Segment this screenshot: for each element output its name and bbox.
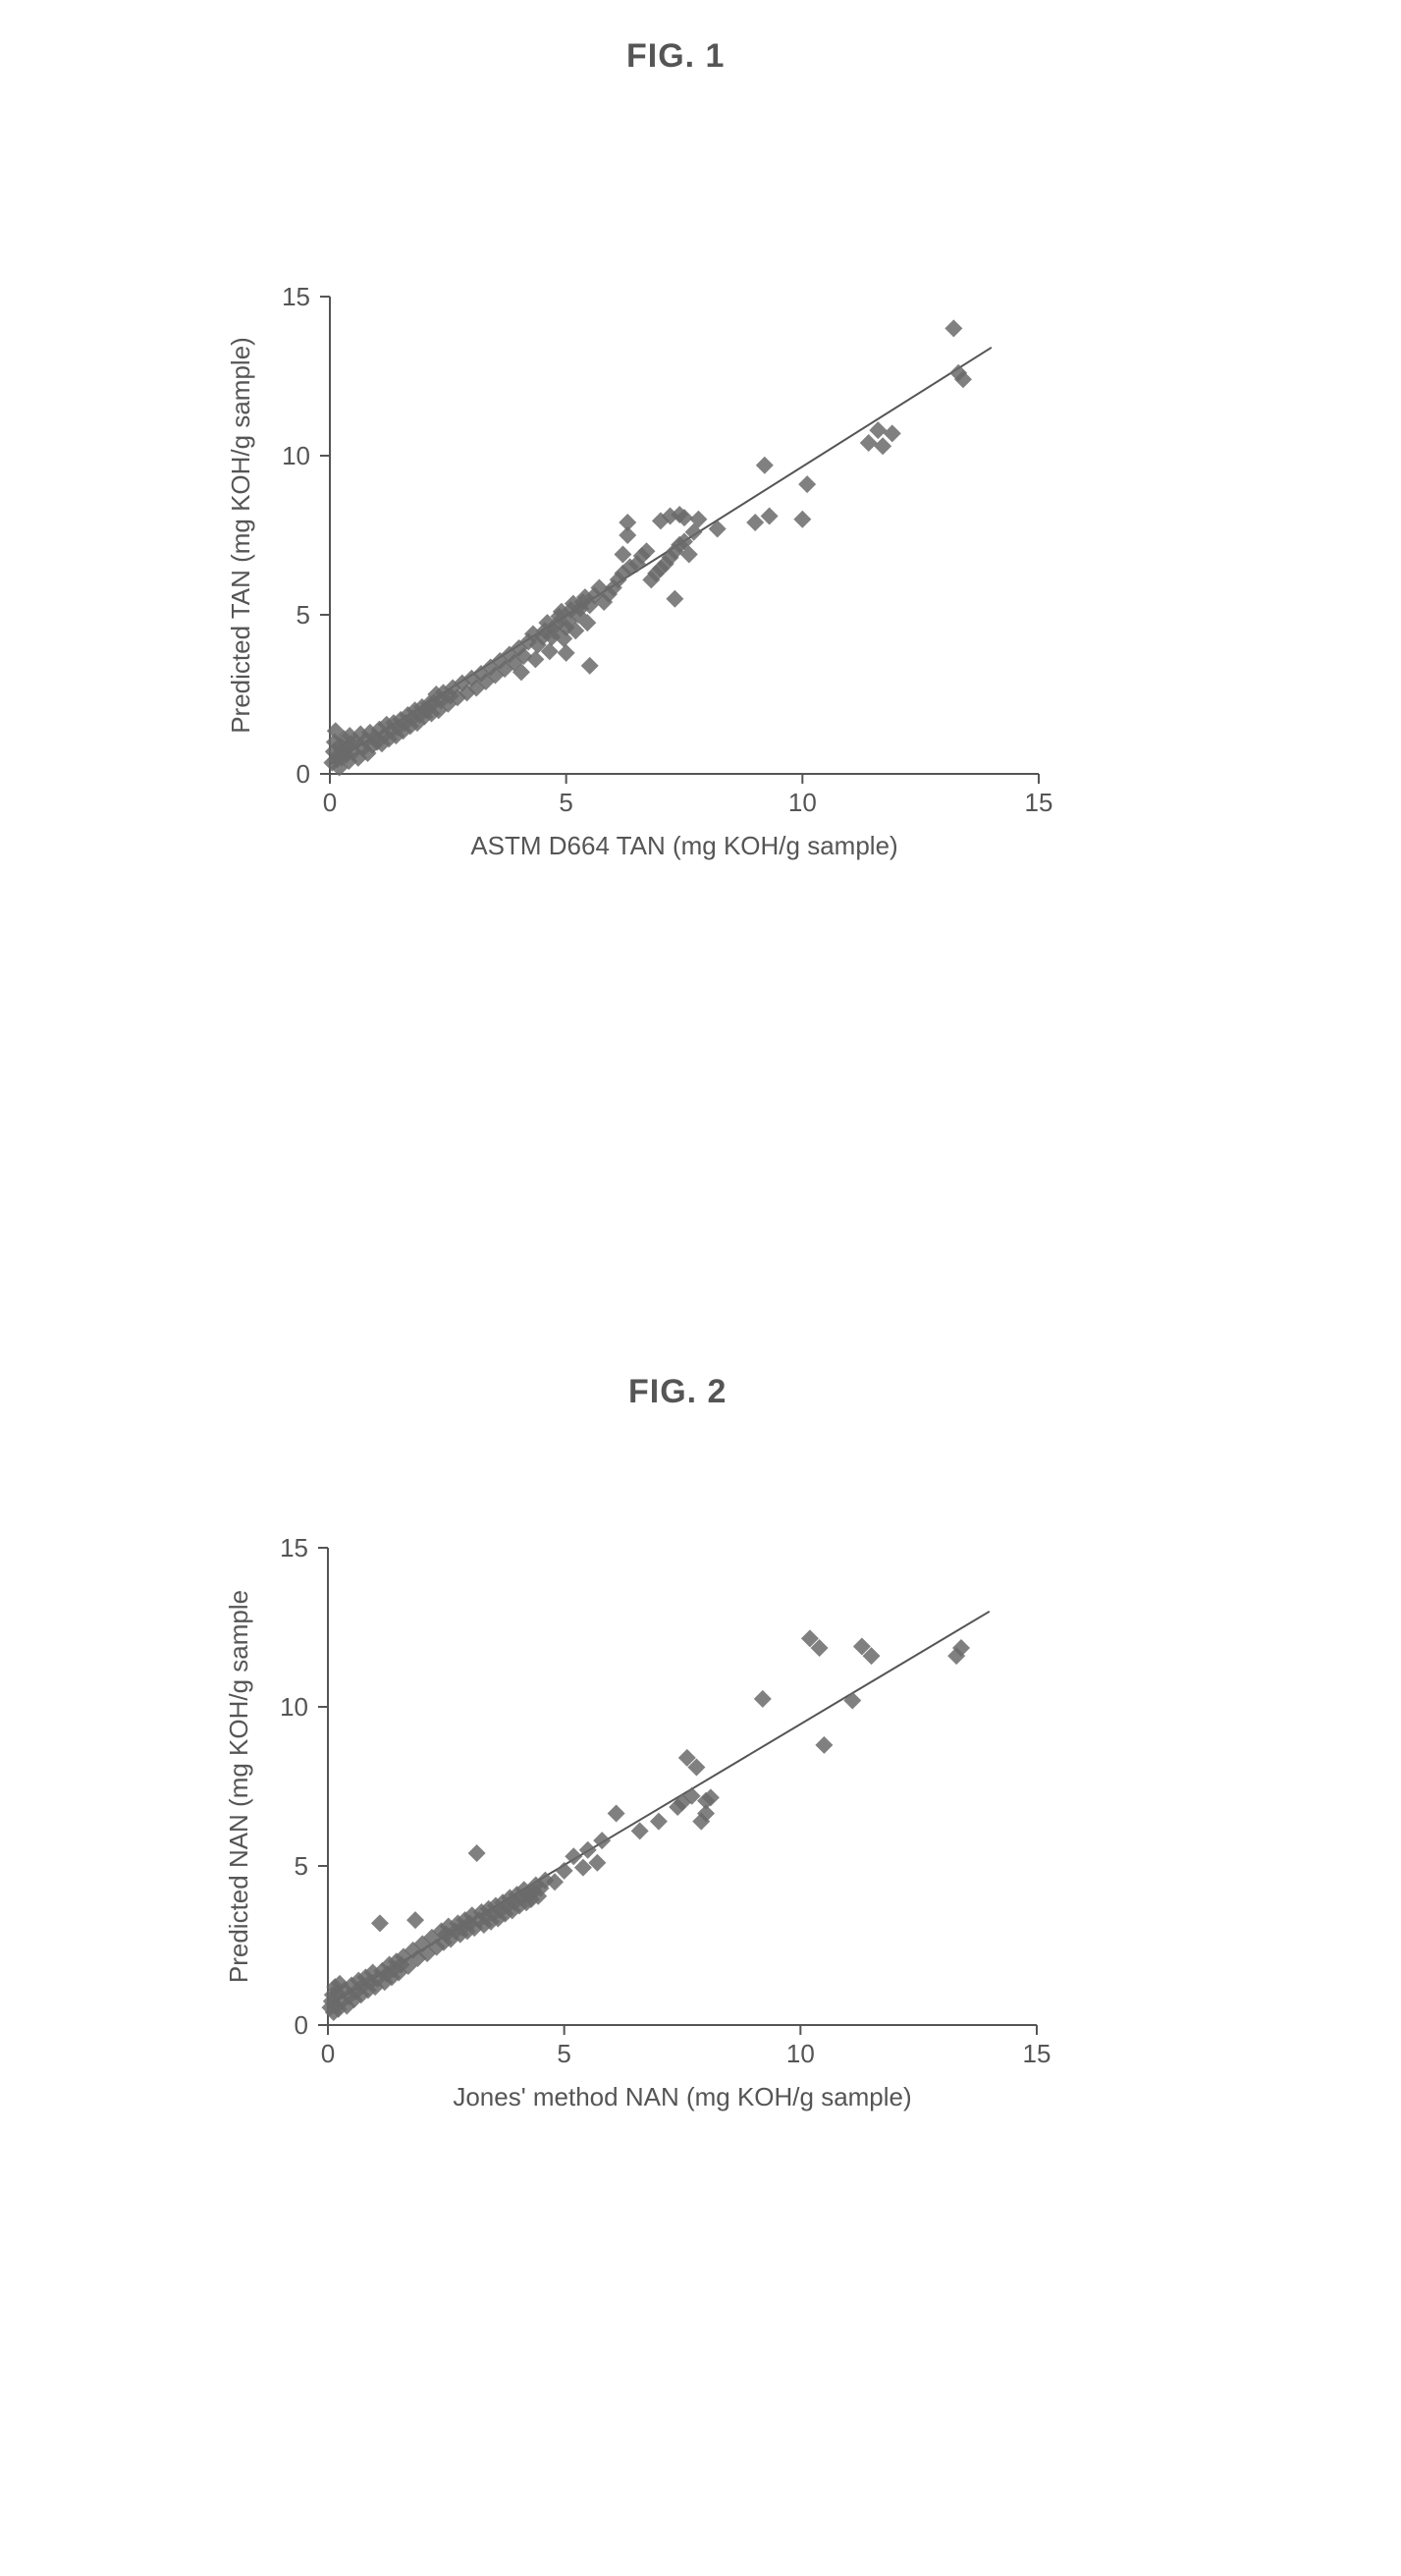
svg-text:5: 5: [295, 1851, 308, 1881]
svg-text:5: 5: [296, 600, 310, 630]
svg-text:Jones' method NAN (mg KOH/g sa: Jones' method NAN (mg KOH/g sample): [453, 2082, 911, 2111]
svg-text:15: 15: [280, 1533, 308, 1562]
svg-text:0: 0: [321, 2039, 335, 2068]
svg-text:0: 0: [323, 788, 337, 817]
svg-text:ASTM D664 TAN (mg KOH/g sample: ASTM D664 TAN (mg KOH/g sample): [470, 831, 897, 860]
svg-text:15: 15: [1023, 2039, 1051, 2068]
svg-text:10: 10: [280, 1692, 308, 1722]
fig1-svg: 0 5 10 15 0 5 10 15 ASTM D664 TAN (mg KOH/g samp…: [222, 277, 1058, 872]
fig2-chart: 0 5 10 15 0 5 10 15 Jones' method NAN (mg KOH/g …: [220, 1528, 1056, 2123]
svg-text:10: 10: [788, 788, 817, 817]
svg-text:0: 0: [295, 2010, 308, 2040]
svg-text:10: 10: [282, 441, 310, 470]
svg-text:5: 5: [559, 788, 572, 817]
svg-text:15: 15: [1025, 788, 1053, 817]
svg-text:0: 0: [296, 759, 310, 789]
page: FIG. 1 0 5 10 15 0 5 10 15 ASTM D664 TAN (mg KOH…: [0, 0, 1401, 2576]
svg-text:10: 10: [786, 2039, 815, 2068]
fig2-svg: 0 5 10 15 0 5 10 15 Jones' method NAN (mg KOH/g …: [220, 1528, 1056, 2123]
fig1-chart: 0 5 10 15 0 5 10 15 ASTM D664 TAN (mg KOH/g samp…: [222, 277, 1058, 872]
fig2-label: FIG. 2: [628, 1373, 727, 1411]
svg-text:Predicted NAN (mg KOH/g sample: Predicted NAN (mg KOH/g sample: [224, 1590, 253, 1983]
svg-text:Predicted TAN (mg KOH/g sample: Predicted TAN (mg KOH/g sample): [226, 337, 255, 734]
svg-text:15: 15: [282, 282, 310, 311]
svg-text:5: 5: [557, 2039, 570, 2068]
fig1-label: FIG. 1: [626, 37, 725, 76]
